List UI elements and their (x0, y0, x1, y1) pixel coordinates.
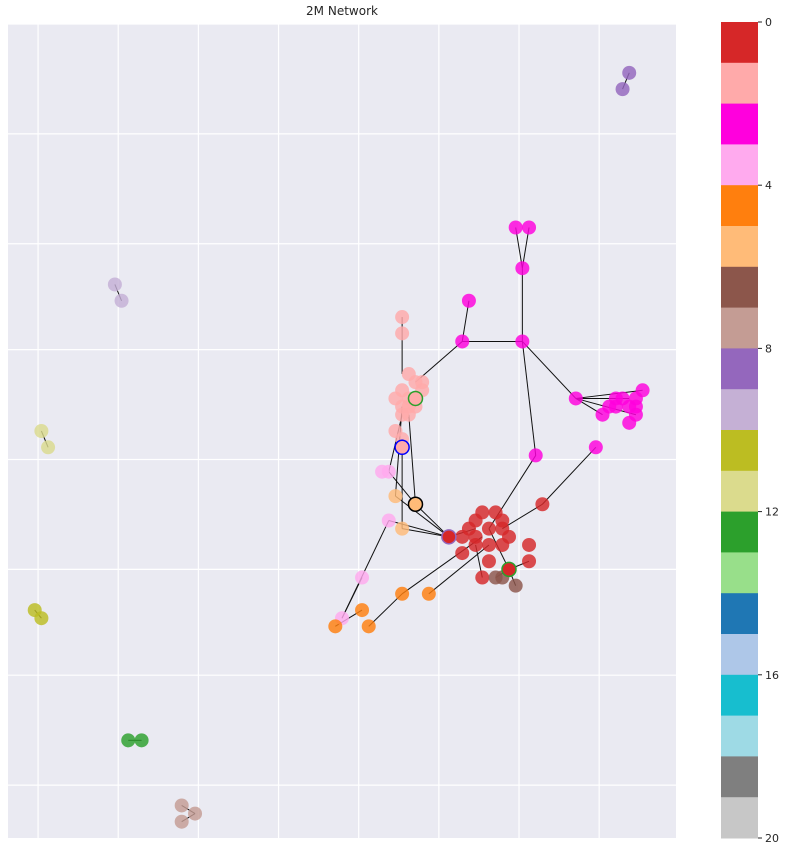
node-cluster-2 (522, 220, 537, 235)
node-cluster-2 (461, 293, 476, 308)
colorbar-segment (721, 470, 758, 513)
node-cluster-4 (395, 586, 410, 601)
colorbar-segment (721, 266, 758, 309)
node-cluster-2 (515, 261, 530, 276)
node-cluster-1 (395, 407, 410, 422)
node-cluster-0 (475, 570, 490, 585)
colorbar-tick-label: 8 (765, 342, 772, 355)
node-cluster-12 (121, 733, 136, 748)
colorbar-tick-label: 12 (765, 506, 779, 519)
network-edge (521, 341, 537, 456)
node-cluster-0 (535, 497, 550, 512)
colorbar-segment (721, 430, 758, 472)
node-cluster-7 (174, 814, 189, 829)
network-edge (402, 528, 449, 538)
node-cluster-0 (455, 529, 470, 544)
network-edge (388, 414, 403, 472)
node-cluster-1 (395, 326, 410, 341)
node-cluster-5 (395, 521, 410, 536)
node-cluster-0 (502, 529, 516, 544)
colorbar-segment (721, 756, 758, 798)
network-edge (341, 577, 363, 619)
node-cluster-4 (328, 619, 343, 634)
colorbar-segment (721, 389, 758, 431)
highlighted-node (501, 561, 517, 578)
network-edge (521, 341, 577, 399)
node-cluster-9 (107, 277, 122, 292)
node-cluster-1 (415, 375, 430, 390)
node-cluster-2 (515, 334, 530, 349)
colorbar-segment (721, 348, 758, 390)
plot-background (8, 24, 676, 838)
network-edge (408, 414, 416, 505)
node-cluster-6 (508, 578, 523, 593)
node-cluster-2 (528, 448, 543, 463)
colorbar-segment (721, 797, 758, 839)
colorbar-segment (721, 307, 758, 349)
node-cluster-2 (508, 220, 523, 235)
node-cluster-0 (481, 537, 496, 552)
chart-title: 2M Network (306, 4, 378, 18)
node-cluster-8 (615, 82, 630, 97)
colorbar-segment (721, 62, 758, 105)
node-cluster-1 (395, 310, 410, 325)
node-cluster-9 (114, 293, 129, 308)
colorbar-segment (721, 103, 758, 145)
node-cluster-11 (34, 424, 49, 438)
highlighted-node (407, 390, 424, 407)
network-edge (368, 593, 403, 627)
colorbar-segment (721, 22, 758, 64)
node-cluster-3 (355, 570, 370, 585)
colorbar-tick-label: 16 (765, 669, 779, 682)
node-cluster-4 (421, 586, 436, 601)
node-cluster-0 (468, 537, 483, 552)
node-cluster-3 (381, 464, 396, 479)
colorbar-segment (721, 185, 758, 227)
node-cluster-12 (134, 733, 149, 748)
node-cluster-4 (355, 603, 370, 618)
node-cluster-2 (588, 440, 603, 455)
node-cluster-2 (635, 383, 650, 398)
network-edge (428, 544, 490, 595)
network-edge (415, 503, 450, 538)
node-cluster-8 (622, 65, 637, 80)
node-cluster-0 (522, 537, 537, 552)
network-edge (395, 495, 450, 538)
colorbar-segment (721, 552, 758, 594)
colorbar-segment (721, 593, 758, 635)
colorbar-segment (721, 511, 758, 553)
colorbar-tick-label: 20 (765, 832, 779, 845)
node-cluster-0 (495, 513, 510, 528)
node-cluster-0 (522, 554, 537, 569)
node-cluster-2 (455, 334, 470, 349)
node-cluster-10 (34, 611, 49, 626)
colorbar-segment (721, 226, 758, 268)
colorbar-tick-label: 0 (765, 16, 772, 29)
highlighted-node (394, 439, 410, 456)
node-cluster-4 (361, 619, 376, 634)
node-cluster-2 (568, 391, 583, 406)
highlighted-node (407, 496, 424, 513)
highlighted-node (441, 529, 457, 545)
node-cluster-7 (174, 798, 189, 813)
node-cluster-0 (455, 546, 470, 561)
node-cluster-3 (381, 513, 396, 528)
network-edge (502, 503, 543, 530)
colorbar-segment (721, 634, 758, 676)
network-edge (542, 446, 597, 505)
node-cluster-0 (481, 554, 496, 569)
colorbar-segment (721, 674, 758, 717)
node-cluster-0 (475, 505, 490, 520)
node-cluster-7 (188, 806, 203, 821)
node-cluster-2 (602, 399, 617, 414)
node-cluster-0 (481, 521, 496, 536)
colorbar-segment (721, 144, 758, 186)
colorbar-tick-label: 4 (765, 179, 772, 192)
node-cluster-2 (628, 407, 643, 422)
node-cluster-5 (388, 489, 403, 504)
node-cluster-11 (41, 440, 56, 455)
colorbar-segment (721, 715, 758, 757)
network-edge (575, 389, 643, 399)
